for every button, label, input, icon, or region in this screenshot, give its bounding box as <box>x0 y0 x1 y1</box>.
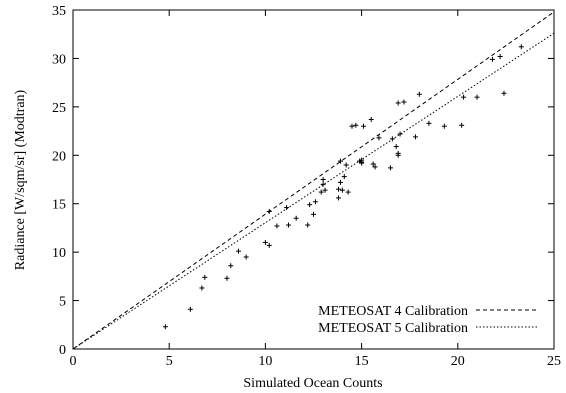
data-point <box>349 123 355 129</box>
data-point <box>361 123 367 129</box>
x-tick-label: 15 <box>355 354 369 369</box>
data-point <box>393 144 399 150</box>
data-point <box>372 164 378 170</box>
data-point <box>320 181 326 187</box>
y-tick-label: 35 <box>52 4 66 19</box>
x-tick-label: 0 <box>70 354 77 369</box>
x-tick-label: 10 <box>258 354 272 369</box>
data-point <box>285 222 291 228</box>
data-point <box>336 195 342 201</box>
data-point <box>266 208 272 214</box>
data-point <box>497 53 503 59</box>
data-point <box>202 274 208 280</box>
data-point <box>224 275 230 281</box>
y-tick-label: 5 <box>59 295 66 310</box>
data-point <box>387 165 393 171</box>
y-tick-label: 10 <box>52 246 66 261</box>
data-point <box>284 205 290 211</box>
data-points <box>162 44 524 330</box>
data-point <box>395 100 401 106</box>
data-point <box>343 162 349 168</box>
data-point <box>441 123 447 129</box>
y-tick-label: 30 <box>52 52 66 67</box>
data-point <box>320 177 326 182</box>
y-tick-label: 25 <box>52 101 66 116</box>
data-point <box>312 199 318 205</box>
data-point <box>307 202 313 208</box>
data-point <box>389 136 395 142</box>
data-point <box>461 94 467 100</box>
data-point <box>370 161 376 167</box>
data-point <box>199 285 205 291</box>
data-point <box>318 189 324 195</box>
data-point <box>401 99 407 105</box>
data-point <box>339 187 345 193</box>
data-point <box>228 263 234 269</box>
data-point <box>341 174 347 180</box>
data-point <box>501 90 507 96</box>
data-point <box>416 91 422 97</box>
data-point <box>412 134 418 140</box>
axis-ticks: 0 5 10 15 20 25 0 5 10 15 20 25 30 35 <box>52 4 561 369</box>
data-point <box>293 215 299 221</box>
data-point <box>474 94 480 100</box>
data-point <box>376 135 382 141</box>
data-point <box>489 56 495 62</box>
y-tick-label: 20 <box>52 149 66 164</box>
data-point <box>518 44 524 50</box>
y-axis-title: Radiance [W/sqm/sr] (Modtran) <box>13 89 28 270</box>
calibration-lines <box>72 11 555 350</box>
data-point <box>162 324 168 330</box>
x-axis-title: Simulated Ocean Counts <box>243 376 382 391</box>
data-point <box>311 211 316 217</box>
data-point <box>235 248 241 254</box>
data-point <box>337 158 343 164</box>
data-point <box>243 254 249 260</box>
y-tick-label: 15 <box>52 198 66 213</box>
data-point <box>274 223 280 229</box>
data-point <box>266 242 272 248</box>
data-point <box>459 122 465 128</box>
data-point <box>426 120 432 126</box>
series-line-meteosat5 <box>72 32 555 350</box>
x-tick-label: 20 <box>451 354 465 369</box>
data-point <box>262 239 268 245</box>
data-point <box>322 187 328 193</box>
data-point <box>359 159 365 165</box>
x-tick-label: 5 <box>166 354 173 369</box>
plot-frame <box>72 9 555 350</box>
legend-label-meteosat4: METEOSAT 4 Calibration <box>318 304 468 319</box>
data-point <box>397 131 403 137</box>
legend-label-meteosat5: METEOSAT 5 Calibration <box>318 321 468 336</box>
data-point <box>305 222 311 228</box>
data-point <box>345 189 351 195</box>
data-point <box>187 306 193 312</box>
data-point <box>337 179 343 185</box>
y-tick-label: 0 <box>59 343 66 358</box>
legend: METEOSAT 4 Calibration METEOSAT 5 Calibr… <box>318 304 538 336</box>
x-tick-label: 25 <box>547 354 561 369</box>
series-line-meteosat4 <box>72 11 555 350</box>
data-point <box>395 150 401 156</box>
data-point <box>336 186 342 192</box>
data-point <box>353 122 359 128</box>
data-point <box>368 116 374 122</box>
